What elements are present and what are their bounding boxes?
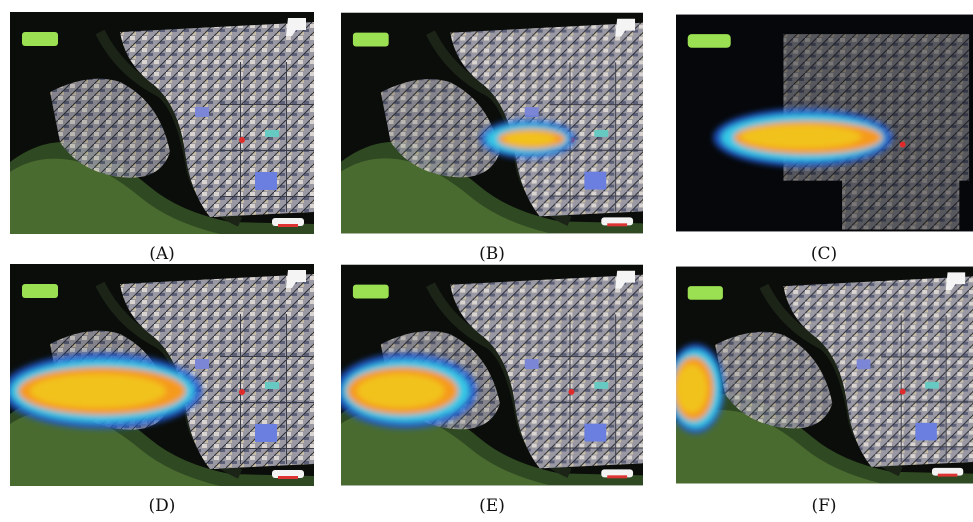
plume-d xyxy=(10,353,202,429)
panel-b xyxy=(341,12,643,234)
panel-f xyxy=(676,264,973,486)
panel-d xyxy=(10,264,314,486)
caption-e: (E) xyxy=(479,496,505,516)
plume-e xyxy=(341,353,478,429)
plume-c xyxy=(713,108,893,167)
satellite-image-a xyxy=(10,12,314,234)
marker-box-c xyxy=(687,34,731,48)
source-marker-c xyxy=(899,141,906,148)
plume-f xyxy=(676,343,725,434)
caption-c: (C) xyxy=(810,244,838,264)
caption-d: (D) xyxy=(148,496,176,516)
satellite-image-f xyxy=(676,264,973,486)
satellite-image-b xyxy=(341,12,643,234)
caption-f: (F) xyxy=(811,496,837,516)
caption-a: (A) xyxy=(149,244,175,264)
plume-b xyxy=(480,119,576,159)
panel-e xyxy=(341,264,643,486)
caption-b: (B) xyxy=(479,244,505,264)
satellite-image-c xyxy=(676,14,973,232)
satellite-image-d xyxy=(10,264,314,486)
panel-a xyxy=(10,12,314,234)
satellite-image-e xyxy=(341,264,643,486)
panel-c xyxy=(676,12,973,234)
